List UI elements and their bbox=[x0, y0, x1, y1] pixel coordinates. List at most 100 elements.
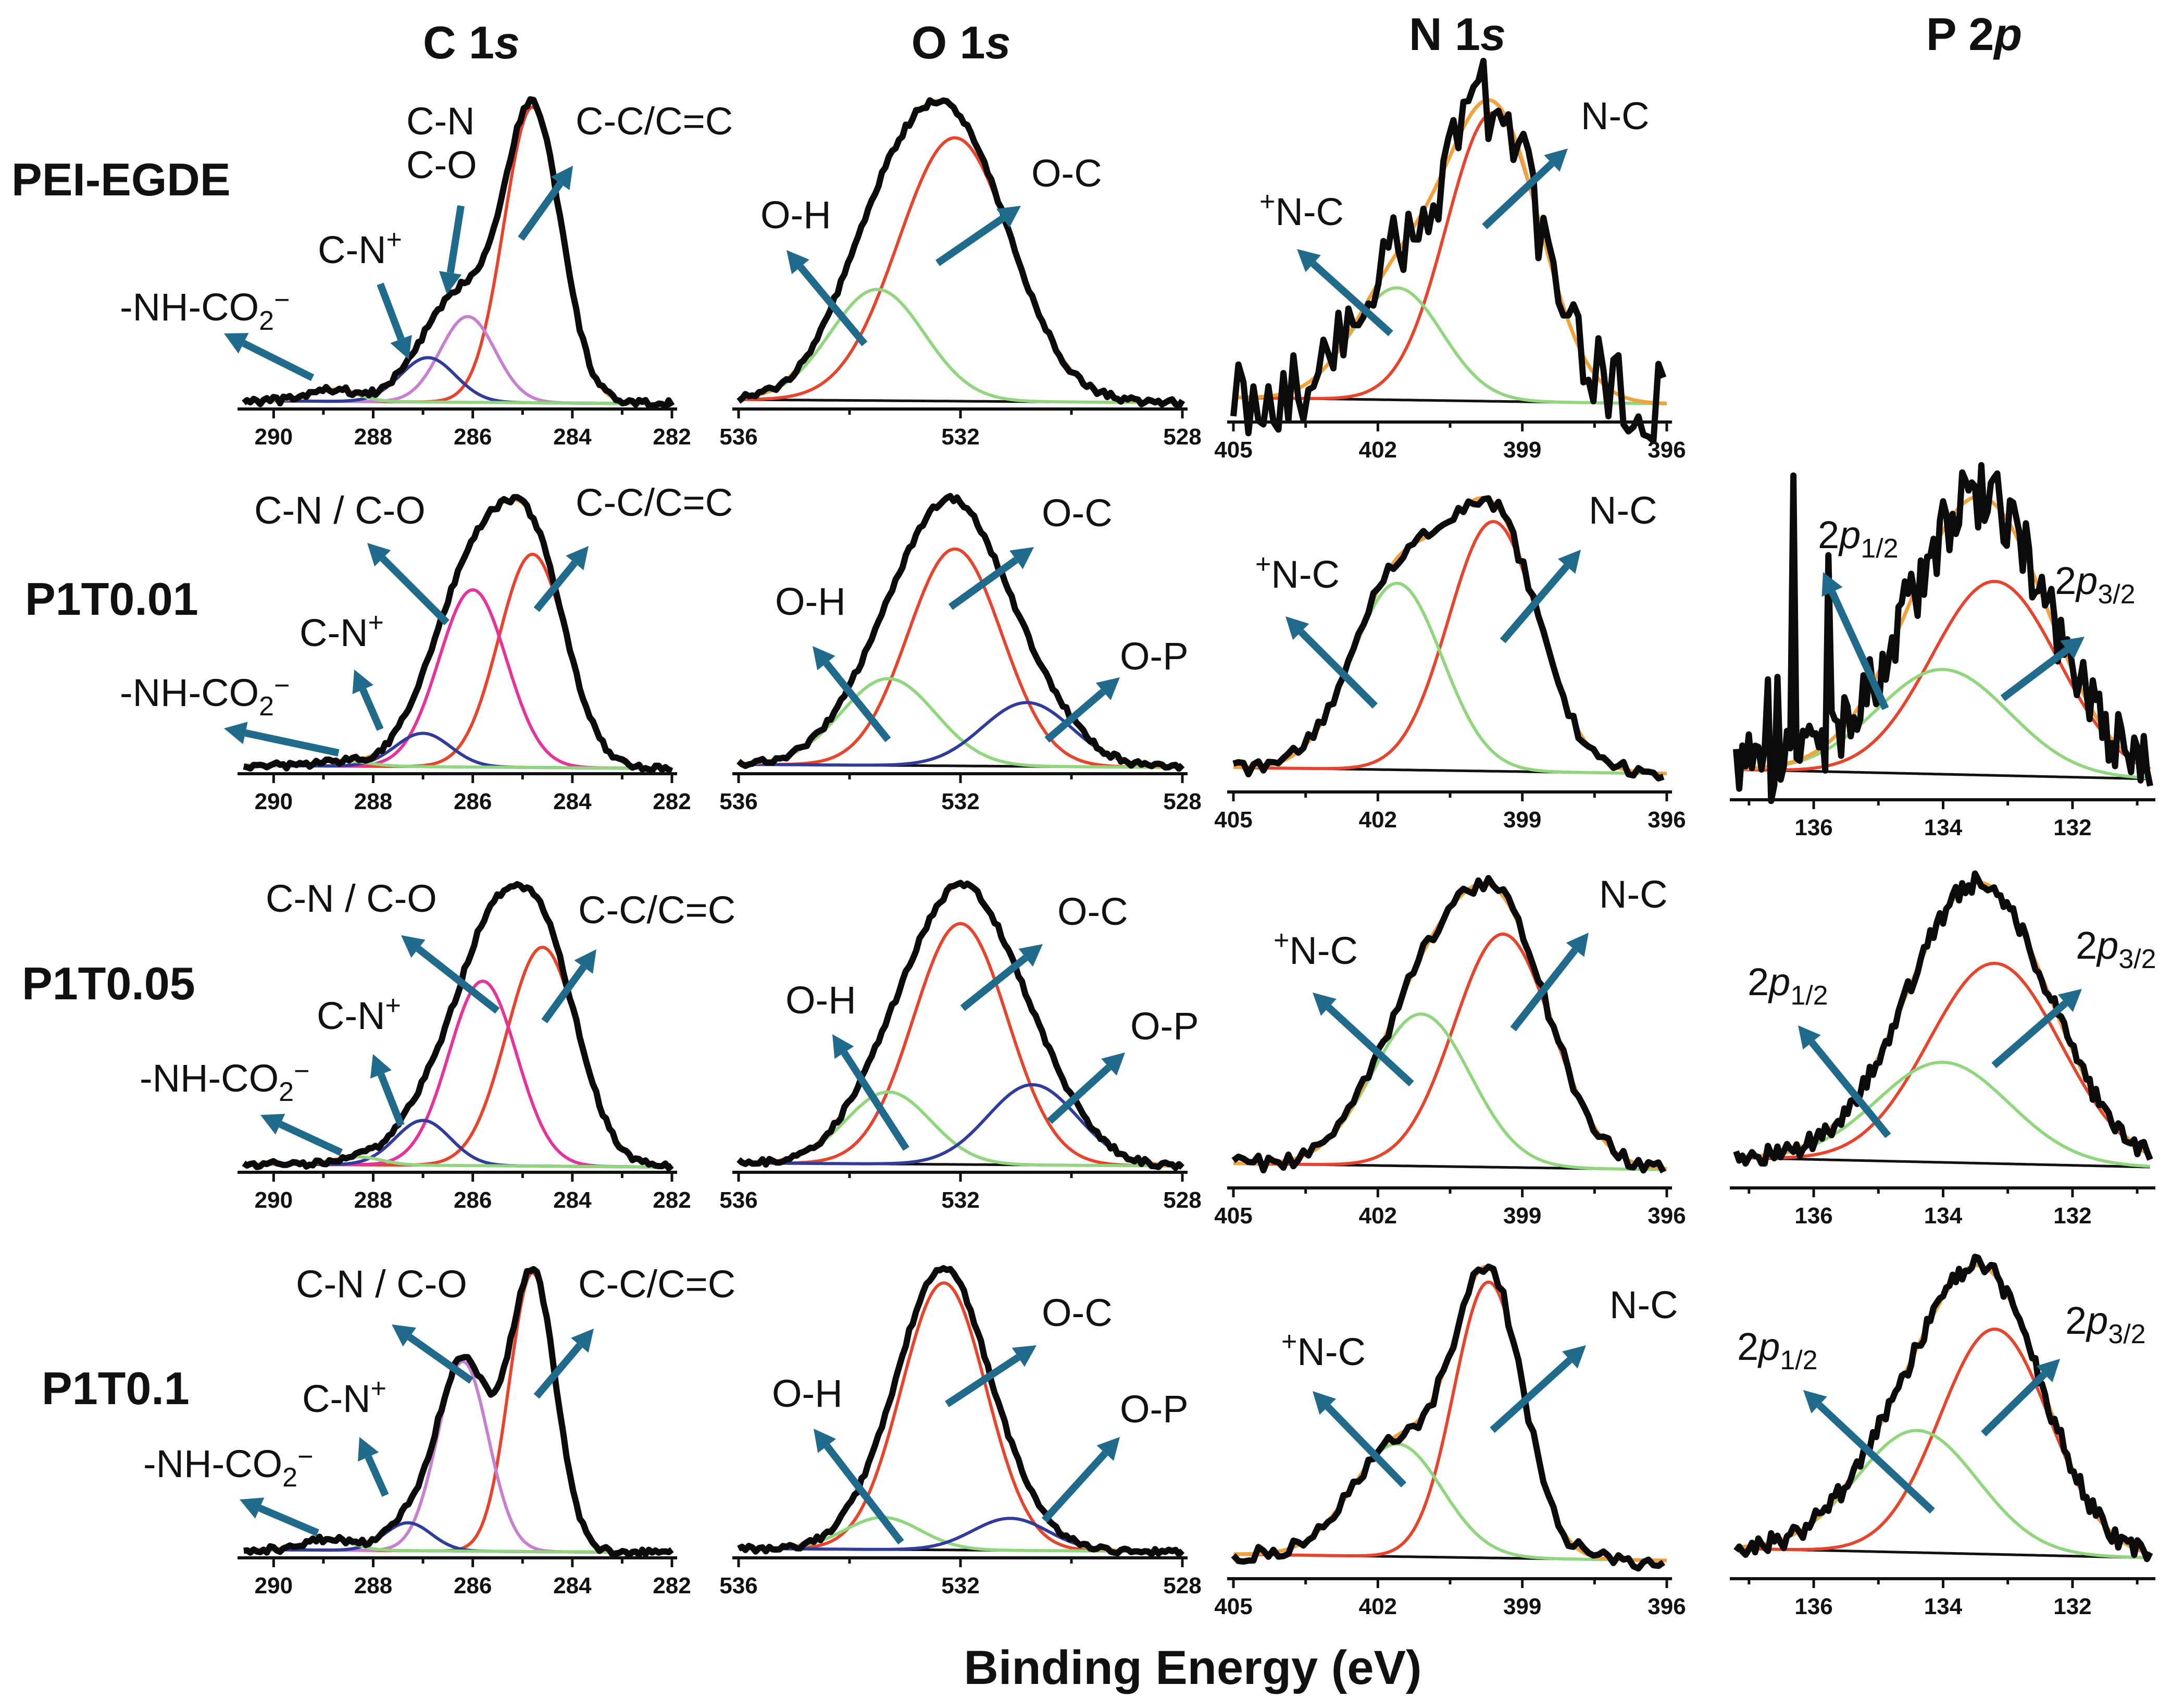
annotation-arrowhead bbox=[392, 1324, 416, 1347]
peak-annotation: C-C/C=C bbox=[576, 481, 733, 524]
annotation-arrowhead bbox=[1286, 616, 1309, 640]
annotation-subscript: 1/2 bbox=[1780, 1345, 1817, 1375]
x-tick-label: 132 bbox=[2053, 815, 2091, 840]
column-title-N1s: N 1s bbox=[1409, 8, 1506, 60]
peak-annotation: C-C/C=C bbox=[576, 100, 733, 143]
peak-annotation: O-C bbox=[1031, 152, 1102, 195]
annotation-arrowhead bbox=[787, 250, 809, 275]
annotation-arrowhead bbox=[1313, 993, 1337, 1016]
annotation-arrow bbox=[359, 688, 384, 731]
annotation-arrow bbox=[1500, 564, 1569, 643]
annotation-superscript: + bbox=[386, 225, 402, 255]
annotation-arrowhead bbox=[224, 722, 248, 745]
peak-annotation: C-N+ bbox=[299, 608, 384, 654]
annotation-arrowhead bbox=[566, 546, 589, 571]
annotation-arrow bbox=[377, 1073, 405, 1127]
x-tick-label: 288 bbox=[354, 1573, 392, 1598]
measured-spectrum bbox=[1733, 1254, 2153, 1563]
x-tick-label: 528 bbox=[1163, 424, 1201, 450]
x-tick-label: 536 bbox=[719, 1573, 757, 1598]
x-tick-label: 286 bbox=[454, 1187, 492, 1213]
annotation-arrowhead bbox=[390, 334, 412, 360]
measured-spectrum bbox=[1231, 1263, 1666, 1572]
annotation-text: 2 bbox=[2065, 1299, 2087, 1342]
x-tick-label: 136 bbox=[1794, 815, 1832, 840]
peak-green bbox=[1736, 667, 2151, 780]
annotation-superscript: − bbox=[274, 285, 290, 315]
annotation-subscript: 1/2 bbox=[1790, 981, 1828, 1011]
x-tick-label: 284 bbox=[553, 1187, 592, 1213]
annotation-text: -NH-CO bbox=[120, 286, 259, 329]
peak-annotation: O-P bbox=[1130, 1005, 1199, 1048]
annotation-arrowhead bbox=[1558, 550, 1581, 574]
annotation-arrowhead bbox=[813, 646, 835, 671]
annotation-arrow bbox=[533, 1343, 583, 1399]
peak-red bbox=[1736, 579, 2151, 772]
x-tick-label: 536 bbox=[719, 789, 757, 814]
annotation-italic: p bbox=[1838, 513, 1861, 556]
annotation-arrow bbox=[945, 1354, 1020, 1407]
x-tick-label: 132 bbox=[2053, 1203, 2091, 1229]
measured-spectrum bbox=[243, 494, 673, 774]
annotation-arrowhead bbox=[352, 670, 373, 695]
annotation-arrow bbox=[1325, 1404, 1407, 1488]
peak-annotation: C-N / C-O bbox=[266, 877, 437, 920]
x-tick-label: 536 bbox=[719, 424, 757, 450]
annotation-arrowhead bbox=[996, 206, 1021, 228]
annotation-text: 2 bbox=[1748, 960, 1769, 1003]
column-title-main: O 1 bbox=[912, 17, 985, 68]
row-label: P1T0.05 bbox=[22, 958, 195, 1009]
envelope-fit bbox=[1233, 496, 1667, 776]
annotation-arrowhead bbox=[1803, 1390, 1827, 1414]
peak-annotation: O-P bbox=[1120, 635, 1189, 678]
annotation-arrow bbox=[823, 661, 891, 742]
column-title-main: P 2 bbox=[1926, 8, 1994, 60]
x-tick-label: 528 bbox=[1163, 1187, 1201, 1213]
annotation-text: -NH-CO bbox=[140, 1057, 279, 1100]
x-tick-label: 286 bbox=[454, 424, 492, 450]
peak-annotation: -NH-CO2− bbox=[143, 1442, 313, 1493]
x-tick-label: 286 bbox=[454, 789, 492, 814]
annotation-arrowhead bbox=[260, 1113, 285, 1135]
x-tick-label: 290 bbox=[255, 1573, 293, 1598]
peak-green bbox=[738, 288, 1182, 404]
x-axis-label: Binding Energy (eV) bbox=[964, 1641, 1421, 1694]
column-title-main: N 1 bbox=[1409, 8, 1480, 60]
column-title-P2p: P 2p bbox=[1926, 8, 2022, 60]
annotation-text: 2 bbox=[2076, 924, 2097, 967]
x-tick-label: 405 bbox=[1214, 1594, 1252, 1619]
annotation-arrowhead bbox=[1821, 572, 1843, 597]
column-title-C1s: C 1s bbox=[423, 17, 520, 68]
x-tick-label: 284 bbox=[553, 424, 592, 450]
column-title-italic: s bbox=[1480, 8, 1506, 60]
annotation-text: C-N bbox=[299, 611, 368, 654]
annotation-arrowhead bbox=[2057, 989, 2082, 1012]
annotation-arrow bbox=[1829, 590, 1889, 710]
row-label: P1T0.1 bbox=[42, 1362, 190, 1414]
annotation-arrow bbox=[407, 1334, 474, 1384]
annotation-italic: p bbox=[2086, 1299, 2108, 1342]
peak-red bbox=[1736, 961, 2151, 1160]
spectra-layer bbox=[242, 57, 2153, 1572]
annotation-subscript: 2 bbox=[282, 1462, 297, 1493]
annotation-arrow bbox=[380, 555, 450, 625]
x-tick-label: 290 bbox=[255, 424, 293, 450]
annotation-superscript: + bbox=[371, 1373, 386, 1404]
annotation-text: -NH-CO bbox=[120, 671, 259, 714]
peak-annotation: O-C bbox=[1042, 491, 1113, 535]
peak-annotation: -NH-CO2− bbox=[140, 1056, 309, 1107]
annotation-italic: p bbox=[2075, 559, 2098, 602]
annotation-arrowhead bbox=[1562, 1345, 1586, 1369]
annotation-arrowhead bbox=[370, 1054, 392, 1079]
annotation-italic: p bbox=[1768, 960, 1790, 1003]
annotation-superscript: + bbox=[1255, 549, 1271, 579]
annotation-text: C-N bbox=[317, 994, 385, 1037]
annotation-arrowhead bbox=[1018, 944, 1043, 967]
annotation-arrowhead bbox=[832, 1034, 854, 1059]
annotation-arrow bbox=[365, 1455, 389, 1497]
annotation-arrow bbox=[1482, 160, 1555, 230]
measured-spectrum bbox=[1733, 462, 2153, 804]
annotation-subscript: 2 bbox=[259, 306, 274, 336]
x-tick-label: 282 bbox=[653, 1573, 691, 1598]
annotation-arrowhead bbox=[2036, 1359, 2060, 1383]
